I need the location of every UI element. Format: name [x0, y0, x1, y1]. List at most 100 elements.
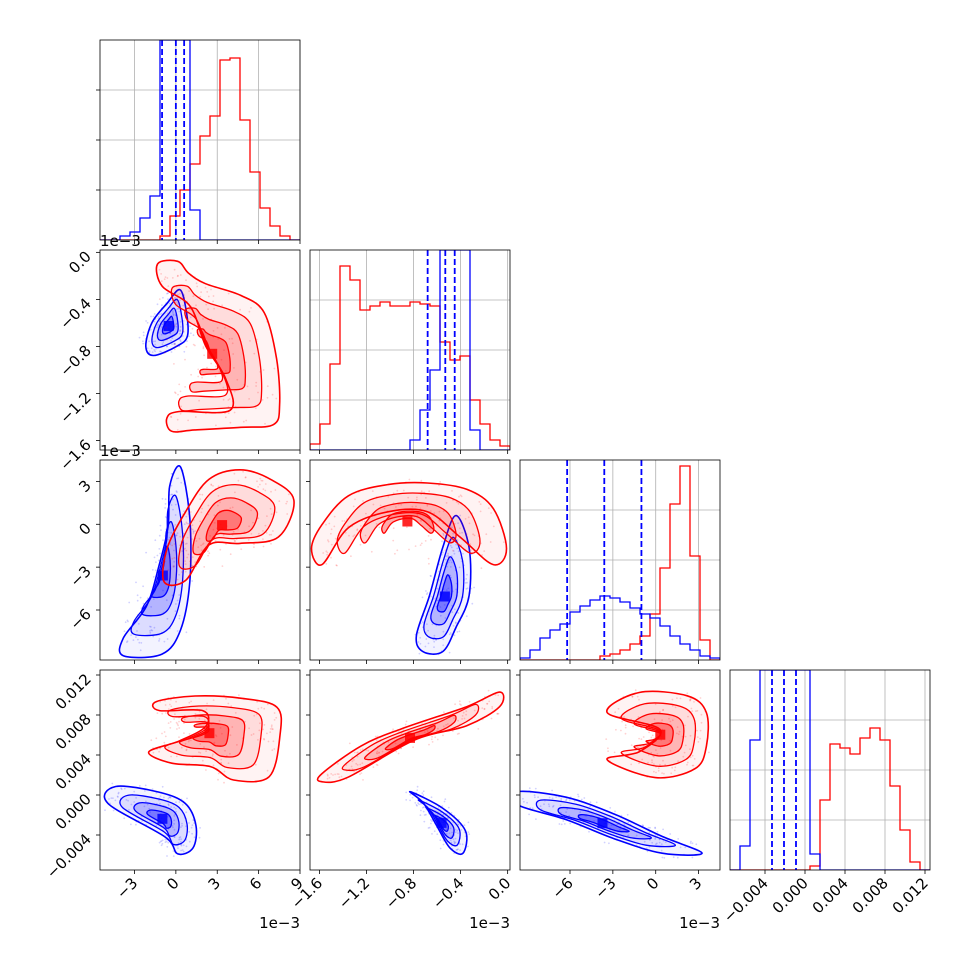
red-sample-point [233, 411, 236, 414]
red-sample-point [699, 729, 702, 732]
x-tick-label: 0.008 [849, 874, 892, 917]
red-sample-point [174, 392, 177, 395]
red-sample-point [250, 734, 253, 736]
red-sample-point [201, 507, 204, 510]
red-sample-point [212, 753, 214, 756]
blue-sample-point [152, 315, 155, 318]
blue-sample-point [139, 649, 142, 652]
blue-sample-point [172, 498, 174, 501]
red-sample-point [400, 747, 403, 750]
blue-sample-point [157, 324, 159, 327]
red-sample-point [266, 769, 269, 772]
blue-sample-point [441, 551, 444, 554]
blue-sample-point [168, 796, 171, 799]
blue-sample-point [548, 796, 551, 799]
red-sample-point [653, 763, 655, 766]
red-sample-point [631, 695, 634, 698]
red-sample-point [485, 533, 488, 536]
blue-sample-point [672, 856, 675, 859]
blue-sample-point [117, 791, 120, 794]
blue-sample-point [153, 349, 156, 351]
red-sample-point [423, 731, 426, 734]
red-sample-point [363, 520, 366, 523]
blue-sample-point [470, 587, 473, 590]
red-sample-point [402, 489, 405, 492]
blue-sample-point [116, 795, 119, 798]
red-sample-point [260, 479, 263, 482]
blue-sample-point [465, 578, 468, 580]
y-tick-label: 0.008 [52, 710, 95, 753]
red-sample-point [213, 307, 216, 310]
blue-sample-point [151, 629, 154, 632]
blue-sample-point [154, 350, 157, 353]
blue-sample-point [190, 332, 192, 335]
red-sample-point [491, 705, 494, 708]
red-sample-point [340, 775, 343, 778]
blue-sample-point [467, 845, 469, 848]
red-sample-point [684, 744, 687, 747]
blue-sample-point [182, 320, 185, 322]
red-sample-point [669, 739, 672, 742]
blue-sample-point [164, 507, 167, 509]
red-sample-point [248, 310, 251, 313]
blue-sample-point [126, 619, 129, 622]
blue-sample-point [560, 823, 563, 826]
red-sample-point [700, 721, 703, 724]
blue-sample-point [425, 638, 428, 640]
blue-sample-point [419, 642, 422, 645]
blue-sample-point [149, 631, 152, 634]
diag-panel-3 [729, 669, 931, 874]
red-sample-point [262, 488, 265, 491]
blue-sample-point [133, 801, 136, 803]
red-sample-point [229, 553, 232, 556]
red-sample-point [171, 544, 174, 547]
blue-sample-point [172, 313, 175, 316]
blue-sample-point [529, 807, 532, 809]
blue-sample-point [442, 843, 445, 846]
red-sample-point [624, 732, 627, 735]
red-sample-point [337, 763, 339, 765]
blue-sample-point [439, 847, 442, 850]
red-sample-point [223, 349, 225, 351]
red-sample-point [692, 764, 695, 767]
blue-sample-point [551, 797, 554, 800]
red-sample-point [273, 367, 276, 370]
red-sample-point [172, 565, 175, 568]
red-sample-point [330, 556, 332, 559]
blue-sample-point [178, 836, 181, 839]
blue-sample-point [451, 831, 453, 834]
x-offset-label: 1e−3 [679, 914, 720, 932]
blue-sample-point [450, 561, 453, 564]
blue-sample-point [457, 823, 459, 826]
red-sample-point [266, 515, 268, 517]
red-sample-point [229, 734, 232, 737]
red-sample-point [158, 298, 161, 300]
red-sample-point [256, 480, 258, 483]
blue-sample-point [173, 549, 175, 552]
blue-sample-point [174, 514, 177, 516]
red-sample-point [190, 739, 192, 742]
red-sample-point [220, 761, 223, 764]
blue-sample-point [176, 477, 178, 480]
red-sample-point [247, 539, 250, 541]
blue-sample-point [166, 855, 168, 857]
red-sample-point [201, 376, 204, 379]
blue-sample-point [145, 800, 147, 803]
red-sample-point [271, 393, 274, 396]
blue-sample-point [142, 342, 145, 345]
red-sample-point [266, 385, 269, 388]
red-sample-point [188, 733, 191, 735]
red-sample-point [176, 418, 179, 421]
red-sample-point [221, 565, 224, 567]
red-sample-point [460, 704, 462, 706]
blue-sample-point [580, 798, 583, 801]
red-sample-point [452, 549, 454, 552]
blue-sample-point [170, 339, 172, 342]
red-sample-point [202, 318, 204, 320]
red-density-peak [405, 732, 415, 743]
blue-sample-point [165, 834, 168, 837]
blue-sample-point [169, 796, 172, 798]
red-sample-point [159, 747, 162, 750]
red-sample-point [353, 751, 356, 754]
blue-sample-point [164, 503, 167, 505]
